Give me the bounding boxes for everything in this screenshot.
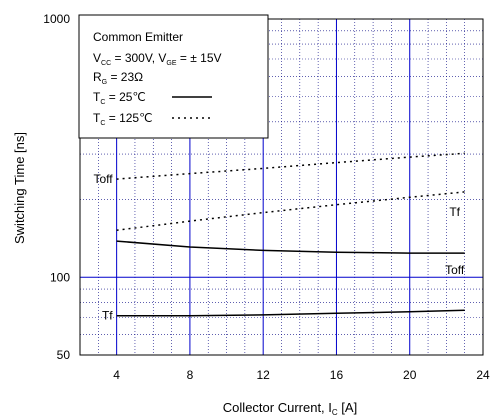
y-axis-title: Switching Time [ns] [12, 132, 27, 244]
legend-tc125-line: TC = 125℃ [93, 111, 153, 127]
legend-rg-line: RG = 23Ω [93, 70, 143, 86]
series-label-tf: Tf [449, 205, 460, 219]
x-axis-title: Collector Current, IC [A] [223, 400, 357, 417]
series-line-tf-125c [116, 191, 465, 232]
x-tick-label: 24 [476, 368, 490, 382]
plot-frame [79, 18, 484, 356]
y-tick-label: 1000 [43, 12, 70, 26]
legend: Common Emitter VCC = 300V, VGE = ± 15V R… [78, 14, 269, 139]
x-tick-label: 8 [187, 368, 194, 382]
series-line-toff-125c [116, 152, 465, 180]
series-label-toff: Toff [445, 263, 465, 277]
x-tick-label: 4 [113, 368, 120, 382]
y-tick-label: 50 [57, 348, 71, 362]
x-tick-labels: 4 8 12 16 20 24 [113, 368, 490, 382]
series-label-toff: Toff [94, 172, 114, 186]
series-line-toff-25c [116, 240, 465, 254]
y-tick-labels: 50 100 1000 [43, 12, 70, 362]
x-tick-label: 20 [403, 368, 417, 382]
series-line-tf-25c [116, 309, 465, 317]
x-tick-label: 16 [330, 368, 344, 382]
x-tick-label: 12 [257, 368, 271, 382]
series-labels: Toff Tf Toff Tf [94, 172, 465, 323]
series-group [116, 152, 465, 317]
series-label-tf: Tf [102, 309, 113, 323]
y-tick-label: 100 [50, 270, 70, 284]
legend-vcc-line: VCC = 300V, VGE = ± 15V [93, 51, 222, 67]
legend-title: Common Emitter [93, 30, 183, 44]
legend-tc25-line: TC = 25℃ [93, 90, 146, 106]
grid-lines [80, 19, 483, 355]
